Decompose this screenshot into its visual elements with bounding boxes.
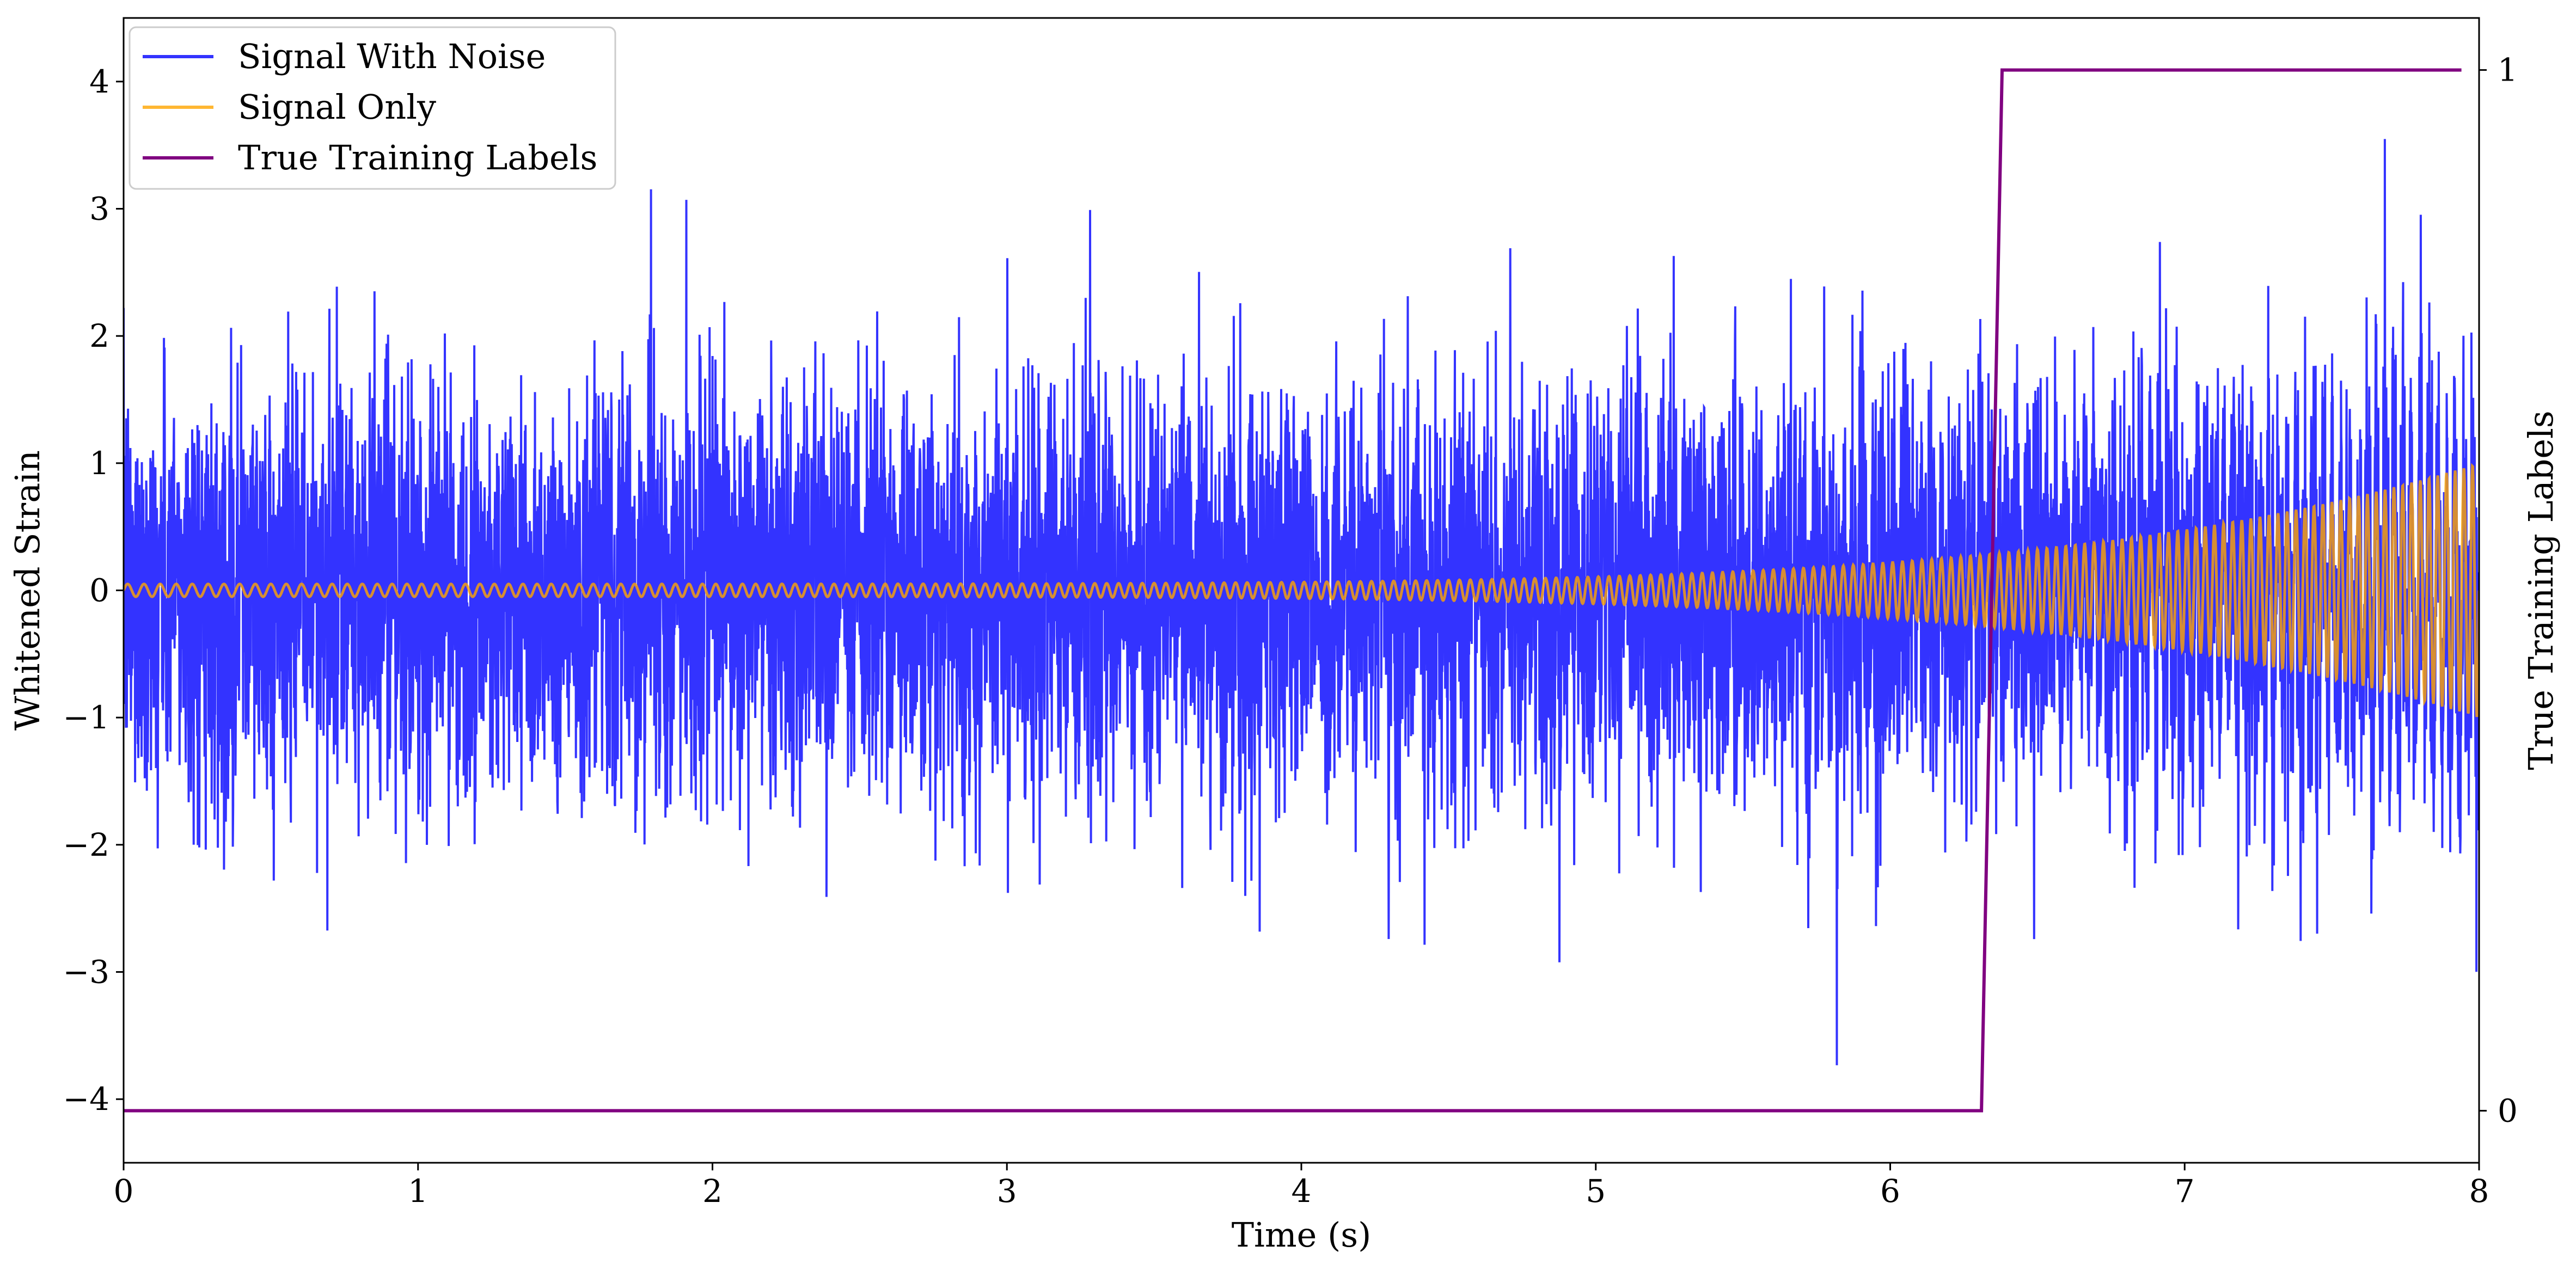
- x-tick-label: 1: [408, 1173, 428, 1210]
- y-tick-label: −2: [63, 826, 110, 863]
- y2-tick-label: 1: [2498, 52, 2518, 89]
- x-tick-label: 5: [1586, 1173, 1606, 1210]
- series-signal-with-noise: [124, 139, 2479, 1065]
- y-tick-label: 2: [89, 317, 109, 354]
- y-tick-label: −1: [63, 699, 110, 736]
- legend-label: Signal Only: [238, 87, 436, 127]
- legend: Signal With Noise Signal Only True Trainin…: [129, 26, 616, 190]
- legend-label: True Training Labels: [238, 138, 597, 177]
- y-tick-label: −4: [63, 1081, 110, 1118]
- x-tick-label: 3: [997, 1173, 1017, 1210]
- x-axis-label: Time (s): [1232, 1215, 1372, 1255]
- legend-box: [129, 26, 616, 190]
- y2-tick-label: 0: [2498, 1092, 2518, 1129]
- y-axis-label: Whitened Strain: [8, 450, 47, 731]
- y-tick-label: 3: [89, 191, 109, 228]
- y2-axis-label: True Training Labels: [2521, 410, 2561, 770]
- x-tick-label: 8: [2469, 1173, 2489, 1210]
- x-tick-label: 4: [1292, 1173, 1312, 1210]
- x-tick-label: 7: [2175, 1173, 2195, 1210]
- x-tick-label: 2: [702, 1173, 723, 1210]
- x-tick-label: 6: [1880, 1173, 1900, 1210]
- plot-area: [124, 68, 2479, 1113]
- legend-label: Signal With Noise: [238, 36, 546, 76]
- y-tick-label: 0: [89, 572, 109, 609]
- series-true-training-labels: [124, 68, 2462, 1113]
- series-signal-only: [124, 463, 2479, 717]
- y-tick-label: 1: [89, 445, 109, 482]
- y-tick-label: −3: [63, 954, 110, 991]
- y-tick-label: 4: [89, 63, 109, 100]
- axes: 0 1 2 3 4 5 6 7 8 −4 −3 −2 −1 0 1 2 3 4 0 1 Time (s) Whitened…: [8, 17, 2561, 1255]
- x-tick-label: 0: [114, 1173, 134, 1210]
